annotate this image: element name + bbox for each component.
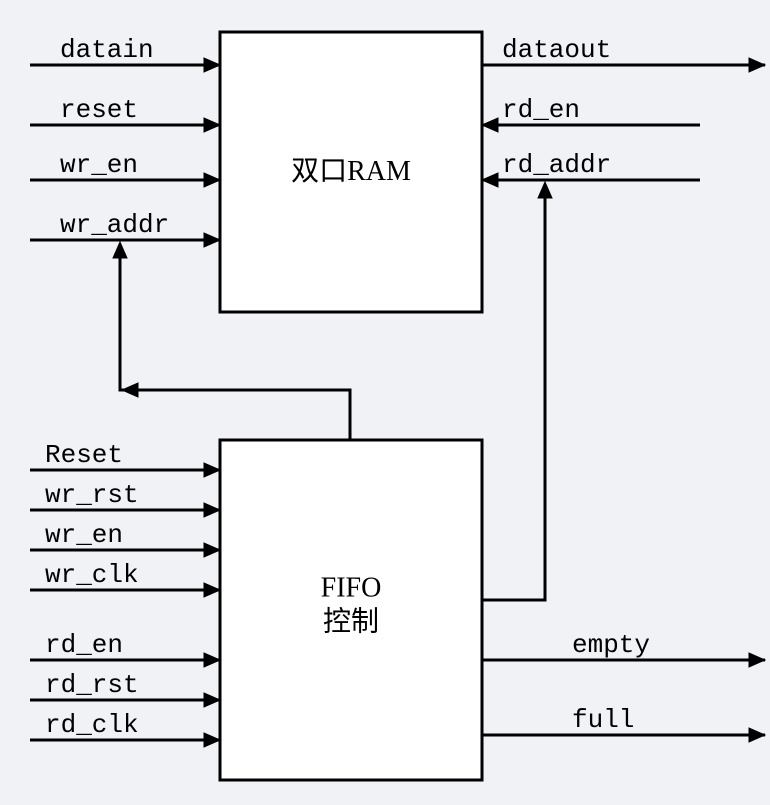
signal-label: wr_en xyxy=(60,150,138,180)
signal-label: reset xyxy=(60,95,138,125)
signal-label: rd_rst xyxy=(45,670,139,700)
signal-label: wr_rst xyxy=(45,480,139,510)
signal-label: wr_addr xyxy=(60,210,169,240)
signal-label: dataout xyxy=(502,35,611,65)
signal-label: rd_en xyxy=(502,95,580,125)
signal-label: rd_clk xyxy=(45,710,139,740)
fifo-title2: 控制 xyxy=(323,605,379,637)
signal-label: datain xyxy=(60,35,154,65)
fifo-title1: FIFO xyxy=(321,572,382,603)
signal-label: Reset xyxy=(45,440,123,470)
signal-label: wr_en xyxy=(45,520,123,550)
signal-label: full xyxy=(572,705,634,735)
ram-title: 双口RAM xyxy=(291,156,411,187)
signal-label: rd_addr xyxy=(502,150,611,180)
signal-label: rd_en xyxy=(45,630,123,660)
signal-label: empty xyxy=(572,630,650,660)
signal-label: wr_clk xyxy=(45,560,139,590)
